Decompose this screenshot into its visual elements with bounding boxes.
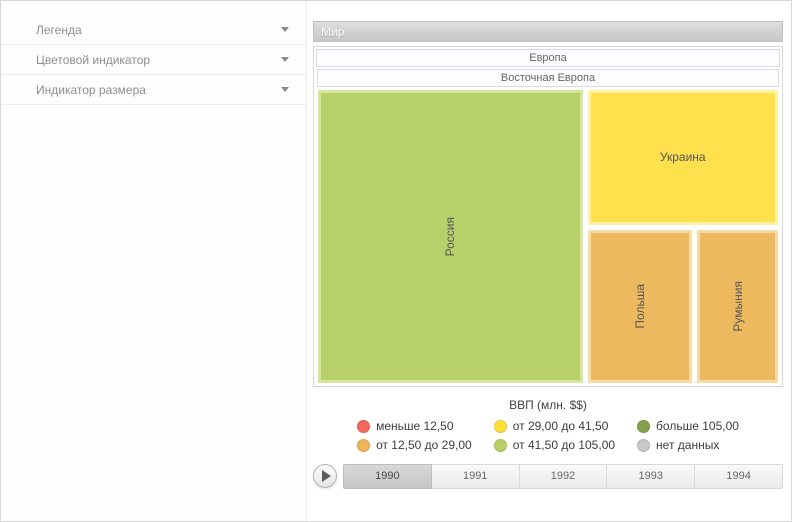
tile-label-romania: Румыния (730, 281, 745, 332)
legend-color-dot (637, 419, 651, 433)
legend-item: от 12,50 до 29,00 (357, 438, 472, 452)
play-icon (321, 470, 331, 482)
legend-columns: меньше 12,50 от 12,50 до 29,00 от 29,00 … (313, 419, 783, 452)
timeline-year-1990[interactable]: 1990 (343, 463, 432, 489)
legend-column: меньше 12,50 от 12,50 до 29,00 (357, 419, 472, 452)
timeline-years: 1990 1991 1992 1993 1994 (343, 463, 783, 489)
legend-item: больше 105,00 (637, 419, 739, 433)
treemap-group-europe[interactable]: Европа (316, 49, 780, 67)
breadcrumb-title: Мир (321, 24, 345, 39)
legend-item: от 29,00 до 41,50 (493, 419, 609, 433)
legend-column: больше 105,00 нет данных (637, 419, 739, 452)
treemap-subgroup-eastern-europe[interactable]: Восточная Европа (317, 69, 779, 87)
timeline-year-1993[interactable]: 1993 (607, 463, 696, 489)
sidebar-item-legend[interactable]: Легенда (1, 15, 306, 45)
tile-label-poland: Польша (632, 284, 647, 329)
legend-color-dot (493, 438, 507, 452)
treemap-tile-russia[interactable]: Россия (318, 90, 583, 383)
treemap-tiles: Россия Украина Польша Румыния (317, 90, 779, 383)
chevron-down-icon (281, 57, 289, 62)
timeline-year-1991[interactable]: 1991 (431, 463, 520, 489)
sidebar-item-label: Индикатор размера (36, 82, 146, 97)
treemap-right-column: Украина Польша Румыния (587, 90, 778, 383)
legend-item-label: больше 105,00 (656, 419, 739, 433)
legend-item-label: от 41,50 до 105,00 (512, 438, 616, 452)
sidebar-item-label: Цветовой индикатор (36, 52, 151, 67)
legend: ВВП (млн. $$) меньше 12,50 от 12,50 до 2… (313, 398, 783, 452)
legend-item-label: от 29,00 до 41,50 (512, 419, 609, 433)
sidebar-item-color-indicator[interactable]: Цветовой индикатор (1, 45, 306, 75)
legend-item-label: нет данных (656, 438, 720, 452)
chevron-down-icon (281, 87, 289, 92)
timeline-year-1992[interactable]: 1992 (519, 463, 608, 489)
legend-item-label: меньше 12,50 (376, 419, 454, 433)
treemap-tile-poland[interactable]: Польша (587, 229, 693, 383)
treemap-tile-romania[interactable]: Румыния (697, 229, 778, 383)
dashboard-area: Мир Европа Восточная Европа Россия Украи… (308, 1, 791, 521)
breadcrumb[interactable]: Мир (313, 21, 783, 42)
legend-color-dot (357, 419, 371, 433)
sidebar-item-label: Легенда (36, 22, 82, 37)
treemap-bottom-row: Польша Румыния (587, 229, 778, 383)
timeline-year-1994[interactable]: 1994 (695, 463, 783, 489)
timeline: 1990 1991 1992 1993 1994 (313, 463, 783, 489)
play-button[interactable] (313, 464, 337, 488)
legend-color-dot (637, 438, 651, 452)
legend-item-label: от 12,50 до 29,00 (376, 438, 472, 452)
legend-title: ВВП (млн. $$) (509, 398, 587, 412)
tile-label-russia: Россия (443, 216, 458, 257)
legend-item: нет данных (637, 438, 719, 452)
tile-label-ukraine: Украина (659, 150, 706, 165)
legend-item: от 41,50 до 105,00 (493, 438, 616, 452)
sidebar: Легенда Цветовой индикатор Индикатор раз… (1, 1, 307, 521)
treemap: Европа Восточная Европа Россия Украина П… (313, 46, 783, 387)
legend-column: от 29,00 до 41,50 от 41,50 до 105,00 (493, 419, 616, 452)
treemap-subgroup: Восточная Европа Россия Украина Польша (317, 69, 779, 383)
legend-item: меньше 12,50 (357, 419, 454, 433)
sidebar-item-size-indicator[interactable]: Индикатор размера (1, 75, 306, 105)
legend-color-dot (493, 419, 507, 433)
legend-color-dot (357, 438, 371, 452)
treemap-tile-ukraine[interactable]: Украина (587, 90, 778, 225)
chevron-down-icon (281, 27, 289, 32)
